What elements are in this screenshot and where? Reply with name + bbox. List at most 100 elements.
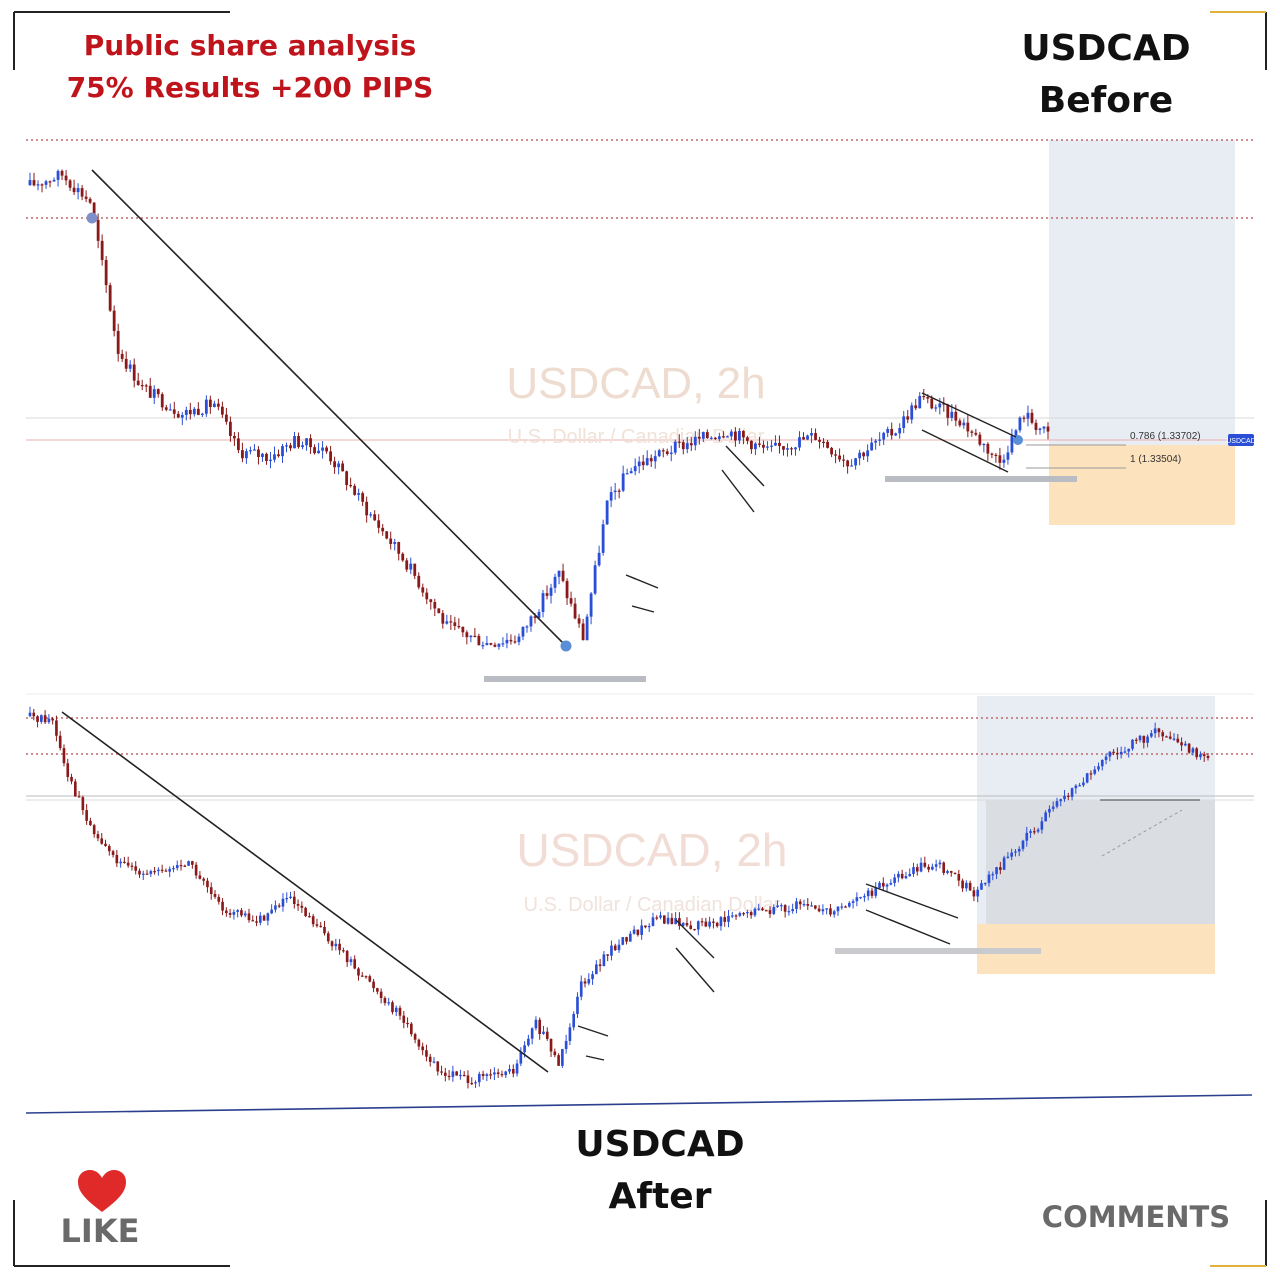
candle-body bbox=[678, 918, 681, 926]
candle-body bbox=[972, 890, 976, 897]
candle-body bbox=[68, 180, 72, 188]
candle-body bbox=[576, 996, 579, 1014]
candle-body bbox=[994, 454, 998, 457]
candle-body bbox=[970, 431, 974, 433]
candle-body bbox=[858, 452, 862, 459]
candle-body bbox=[847, 902, 851, 907]
candle-body bbox=[991, 874, 995, 876]
candle-body bbox=[553, 576, 557, 588]
candle-body bbox=[357, 493, 361, 495]
candle-body bbox=[790, 448, 793, 450]
candle-body bbox=[931, 866, 934, 870]
candle-body bbox=[270, 909, 273, 914]
candle-body bbox=[333, 461, 337, 468]
candle-body bbox=[910, 405, 914, 420]
candle-body bbox=[330, 941, 334, 947]
after-chart: USDCAD, 2h U.S. Dollar / Canadian Dollar bbox=[25, 696, 1254, 1114]
candle-body bbox=[274, 905, 277, 910]
candle-body bbox=[904, 876, 908, 879]
candle-body bbox=[595, 964, 598, 975]
candle-body bbox=[713, 437, 717, 440]
candle-body bbox=[549, 1038, 553, 1052]
candle-body bbox=[187, 861, 190, 866]
heart-icon[interactable] bbox=[76, 1168, 128, 1214]
candle-body bbox=[1051, 806, 1055, 809]
candle-body bbox=[874, 887, 878, 896]
candle-body bbox=[983, 882, 987, 885]
candle-body bbox=[649, 458, 653, 462]
after-target-inner bbox=[986, 800, 1215, 924]
candle-body bbox=[1010, 435, 1014, 453]
like-button[interactable]: LIKE bbox=[60, 1212, 140, 1250]
candle-body bbox=[1014, 851, 1017, 853]
candle-body bbox=[501, 643, 505, 645]
candle-body bbox=[292, 896, 296, 904]
candle-body bbox=[1165, 736, 1168, 738]
candle-body bbox=[36, 184, 40, 186]
candle-body bbox=[666, 917, 670, 924]
candle-body bbox=[349, 485, 353, 487]
candle-body bbox=[715, 922, 719, 927]
candle-body bbox=[334, 943, 338, 947]
candle-body bbox=[141, 873, 145, 875]
candle-body bbox=[1022, 417, 1026, 419]
candle-body bbox=[1010, 852, 1013, 857]
candle-body bbox=[309, 438, 312, 448]
candle-body bbox=[674, 918, 677, 925]
candle-body bbox=[112, 310, 116, 331]
candle-body bbox=[225, 910, 228, 913]
candle-body bbox=[915, 867, 919, 872]
candle-body bbox=[685, 922, 689, 926]
candle-body bbox=[810, 905, 813, 907]
candle-body bbox=[1002, 459, 1006, 463]
candle-body bbox=[262, 915, 266, 921]
candle-body bbox=[508, 1069, 511, 1072]
candle-body bbox=[515, 1063, 519, 1074]
candle-body bbox=[251, 920, 255, 922]
candle-body bbox=[28, 712, 32, 717]
candle-body bbox=[436, 1061, 440, 1072]
candle-body bbox=[541, 593, 545, 612]
candle-body bbox=[43, 715, 47, 723]
candle-body bbox=[148, 385, 152, 398]
candle-body bbox=[1017, 848, 1021, 852]
candle-body bbox=[1042, 426, 1046, 429]
candle-body bbox=[361, 493, 365, 502]
candle-body bbox=[115, 854, 119, 864]
candle-body bbox=[530, 1028, 534, 1039]
candle-body bbox=[1032, 831, 1036, 833]
candle-body bbox=[794, 447, 797, 450]
candle-body bbox=[537, 611, 541, 618]
candle-body bbox=[40, 184, 44, 186]
before-support-low bbox=[484, 676, 646, 682]
candle-body bbox=[519, 1052, 523, 1064]
candle-body bbox=[62, 748, 66, 764]
candle-body bbox=[786, 448, 789, 450]
candle-body bbox=[946, 871, 949, 873]
candle-body bbox=[493, 644, 497, 647]
before-trendline bbox=[91, 169, 567, 647]
candle-body bbox=[261, 453, 264, 457]
comments-button[interactable]: COMMENTS bbox=[1041, 1200, 1231, 1234]
candle-body bbox=[443, 1072, 447, 1076]
candle-body bbox=[160, 869, 164, 871]
candle-body bbox=[134, 866, 138, 871]
candle-body bbox=[421, 1046, 424, 1051]
candle-body bbox=[511, 1069, 515, 1074]
candle-body bbox=[462, 1074, 466, 1077]
candle-body bbox=[449, 621, 453, 623]
candle-body bbox=[609, 492, 613, 501]
candle-body bbox=[579, 981, 583, 997]
candle-body bbox=[881, 882, 885, 887]
candle-body bbox=[168, 868, 172, 872]
candle-body bbox=[432, 1061, 436, 1063]
candle-body bbox=[32, 712, 36, 717]
candle-body bbox=[308, 916, 311, 918]
candle-body bbox=[851, 901, 855, 903]
candle-body bbox=[565, 580, 569, 599]
candle-body bbox=[598, 964, 602, 967]
candle-body bbox=[1074, 785, 1078, 789]
candle-body bbox=[641, 461, 645, 466]
candle-body bbox=[92, 825, 96, 835]
headline-line-2: 75% Results +200 PIPS bbox=[66, 71, 434, 104]
